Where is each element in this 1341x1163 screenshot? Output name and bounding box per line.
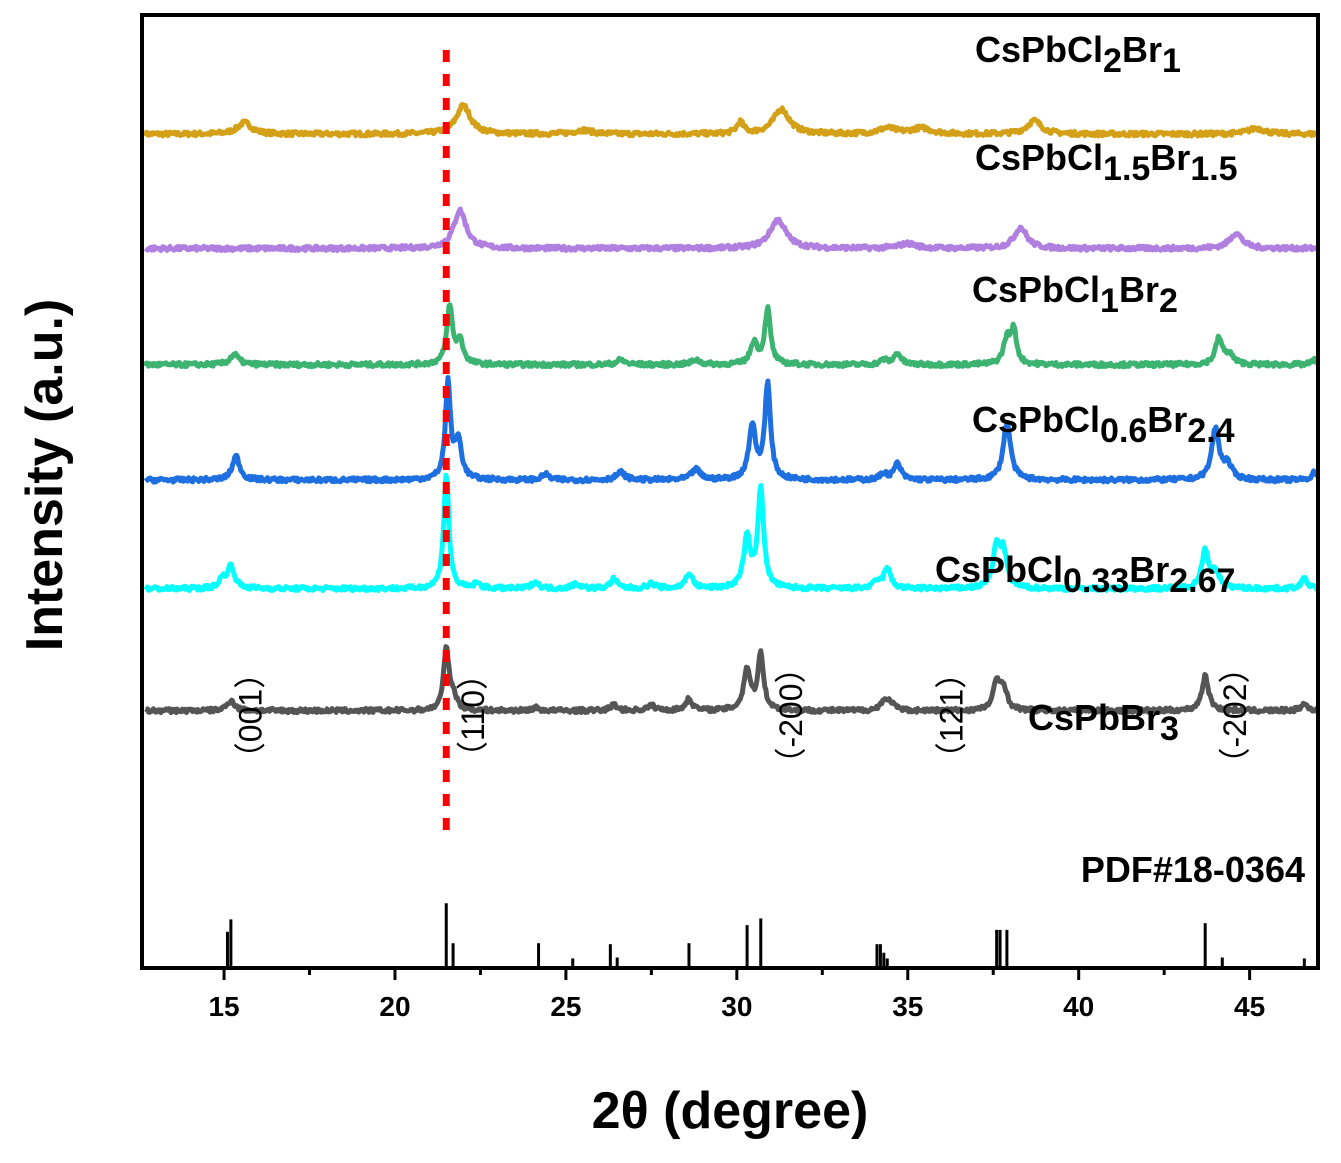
hkl-annotation-2: （-200） xyxy=(773,651,809,779)
reference-pattern xyxy=(225,903,1306,968)
hkl-annotation-0: （001） xyxy=(233,657,269,774)
hkl-annotations: （001） （110） （-200） （121） （-202） xyxy=(233,651,1253,779)
plot-area xyxy=(142,15,1318,968)
series-line-5 xyxy=(143,644,1320,716)
x-tick-label-6: 45 xyxy=(1234,991,1265,1022)
plot-background xyxy=(142,15,1318,968)
series-label-2: CsPbCl1Br2 xyxy=(972,269,1178,320)
x-tick-label-2: 25 xyxy=(550,991,581,1022)
axes: 15 20 25 30 35 40 45 xyxy=(140,13,1320,1022)
y-axis-title: Intensity (a.u.) xyxy=(16,299,74,651)
hkl-annotation-3: （121） xyxy=(934,657,970,774)
x-tick-label-5: 40 xyxy=(1063,991,1094,1022)
series-line-1 xyxy=(143,206,1320,254)
x-tick-label-0: 15 xyxy=(208,991,239,1022)
series-line-0 xyxy=(142,102,1320,139)
x-tick-label-3: 30 xyxy=(721,991,752,1022)
series-label-4: CsPbCl0.33Br2.67 xyxy=(935,549,1235,600)
series-line-4 xyxy=(143,472,1320,594)
series-group xyxy=(142,102,1321,716)
series-label-5: CsPbBr3 xyxy=(1028,697,1179,748)
series-label-3: CsPbCl0.6Br2.4 xyxy=(972,399,1235,450)
reference-label: PDF#18-0364 xyxy=(1081,849,1305,890)
hkl-annotation-1: （110） xyxy=(455,658,491,773)
plot-frame xyxy=(140,13,1320,970)
series-line-3 xyxy=(143,375,1320,485)
x-tick-label-1: 20 xyxy=(379,991,410,1022)
x-axis-title: 2θ (degree) xyxy=(592,1082,869,1140)
x-tick-label-4: 35 xyxy=(892,991,923,1022)
series-line-2 xyxy=(143,302,1321,370)
series-label-0: CsPbCl2Br1 xyxy=(975,29,1181,80)
series-labels: CsPbCl2Br1 CsPbCl1.5Br1.5 CsPbCl1Br2 CsPbCl… xyxy=(935,29,1305,890)
series-label-1: CsPbCl1.5Br1.5 xyxy=(975,137,1238,188)
hkl-annotation-4: （-202） xyxy=(1217,651,1253,779)
